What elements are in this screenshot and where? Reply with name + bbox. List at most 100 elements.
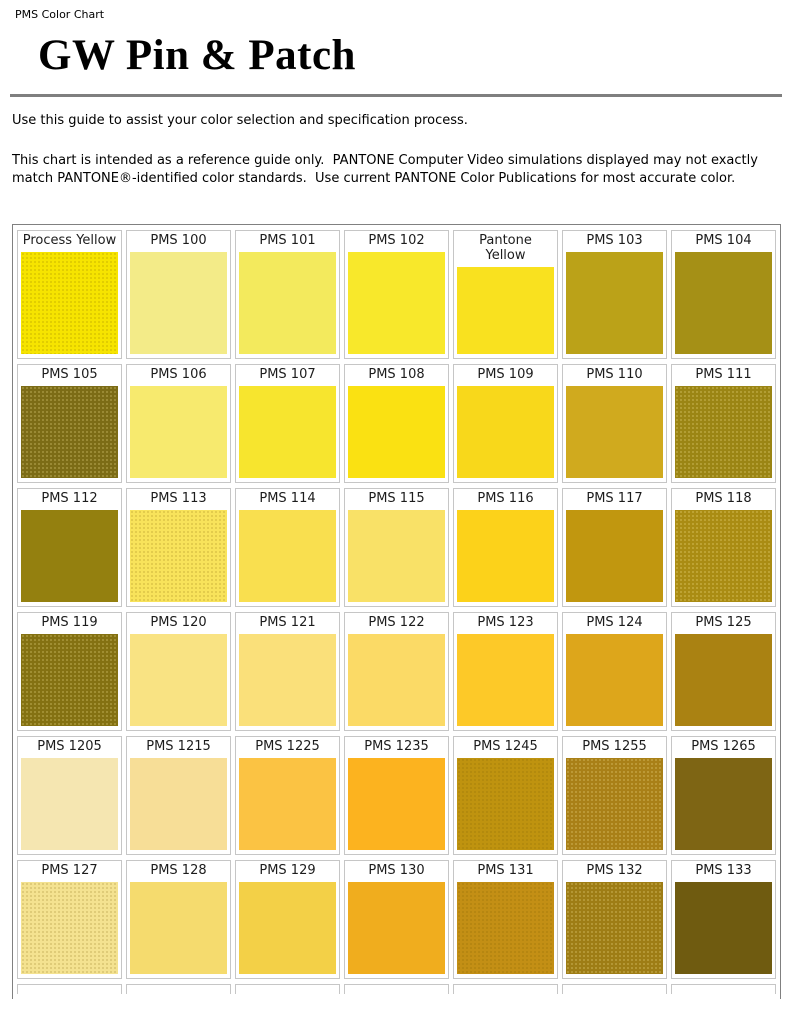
chart-cell: PMS 1255 [562,736,667,856]
chart-cell: PMS 125 [671,612,776,732]
chart-cell-empty [344,984,449,995]
chart-cell: PMS 133 [671,860,776,980]
swatch-label: Pantone Yellow [479,233,532,264]
color-swatch [457,634,554,727]
swatch-label: PMS 116 [477,491,534,507]
swatch-label: PMS 1235 [364,739,429,755]
swatch-label: PMS 113 [150,491,207,507]
chart-cell: PMS 1205 [17,736,122,856]
chart-cell: PMS 1265 [671,736,776,856]
intro-text: Use this guide to assist your color sele… [12,113,468,128]
color-swatch [348,882,445,975]
color-swatch [21,510,118,603]
swatch-label: PMS 119 [41,615,98,631]
swatch-label: PMS 111 [695,367,752,383]
color-swatch [21,758,118,851]
chart-row: Process Yellow PMS 100 PMS 101 PMS 102 Panto… [17,230,776,360]
chart-cell: PMS 116 [453,488,558,608]
color-swatch [239,634,336,727]
chart-cell-empty [126,984,231,995]
color-swatch [130,386,227,479]
chart-cell: PMS 130 [344,860,449,980]
color-swatch [675,510,772,603]
chart-cell: PMS 101 [235,230,340,360]
chart-cell: PMS 132 [562,860,667,980]
chart-cell: PMS 111 [671,364,776,484]
color-swatch [566,386,663,479]
chart-cell: PMS 108 [344,364,449,484]
chart-cell: PMS 110 [562,364,667,484]
color-swatch [130,634,227,727]
color-swatch [130,882,227,975]
chart-cell-empty [453,984,558,995]
chart-cell: Process Yellow [17,230,122,360]
chart-cell: PMS 105 [17,364,122,484]
chart-cell: PMS 1235 [344,736,449,856]
swatch-label: PMS 106 [150,367,207,383]
chart-cell: PMS 102 [344,230,449,360]
swatch-label: PMS 1255 [582,739,647,755]
color-swatch [566,252,663,355]
color-swatch [239,882,336,975]
swatch-label: PMS 115 [368,491,425,507]
chart-cell-empty [235,984,340,995]
color-swatch [675,386,772,479]
page-title: GW Pin & Patch [38,32,356,79]
swatch-label: PMS 100 [150,233,207,249]
swatch-label: PMS 102 [368,233,425,249]
swatch-label: PMS 108 [368,367,425,383]
swatch-label: PMS 118 [695,491,752,507]
chart-cell: PMS 119 [17,612,122,732]
chart-cell: PMS 104 [671,230,776,360]
chart-row-partial [17,984,776,995]
swatch-label: PMS 103 [586,233,643,249]
swatch-label: PMS 120 [150,615,207,631]
color-swatch [566,510,663,603]
swatch-label: PMS 105 [41,367,98,383]
color-swatch [675,758,772,851]
chart-cell: PMS 1225 [235,736,340,856]
color-swatch [348,758,445,851]
chart-cell: PMS 100 [126,230,231,360]
swatch-label: PMS 117 [586,491,643,507]
swatch-label: PMS 125 [695,615,752,631]
chart-cell-empty [17,984,122,995]
chart-cell: PMS 131 [453,860,558,980]
color-swatch [239,758,336,851]
swatch-label: PMS 1215 [146,739,211,755]
color-swatch [21,252,118,355]
color-swatch [457,266,554,355]
color-swatch [348,510,445,603]
swatch-label: PMS 129 [259,863,316,879]
breadcrumb: PMS Color Chart [15,8,105,21]
chart-cell: PMS 115 [344,488,449,608]
disclaimer-text: This chart is intended as a reference gu… [12,153,763,186]
chart-cell: PMS 107 [235,364,340,484]
chart-cell: PMS 129 [235,860,340,980]
swatch-label: PMS 122 [368,615,425,631]
swatch-label: PMS 133 [695,863,752,879]
color-swatch [566,882,663,975]
swatch-label: PMS 104 [695,233,752,249]
color-swatch [457,510,554,603]
chart-cell: PMS 118 [671,488,776,608]
color-swatch [130,510,227,603]
chart-cell: PMS 112 [17,488,122,608]
chart-cell: PMS 121 [235,612,340,732]
color-swatch [457,758,554,851]
color-swatch [675,634,772,727]
chart-cell: PMS 1245 [453,736,558,856]
chart-cell-empty [562,984,667,995]
color-swatch [130,758,227,851]
color-swatch [675,882,772,975]
swatch-label: PMS 127 [41,863,98,879]
swatch-label: PMS 110 [586,367,643,383]
chart-cell: PMS 113 [126,488,231,608]
chart-row: PMS 1205 PMS 1215 PMS 1225 PMS 1235 PMS 1245… [17,736,776,856]
color-swatch [130,252,227,355]
color-swatch [348,634,445,727]
color-swatch [675,252,772,355]
pms-color-chart-table: Process Yellow PMS 100 PMS 101 PMS 102 Panto… [12,224,781,1000]
swatch-label: PMS 121 [259,615,316,631]
swatch-label: PMS 1225 [255,739,320,755]
